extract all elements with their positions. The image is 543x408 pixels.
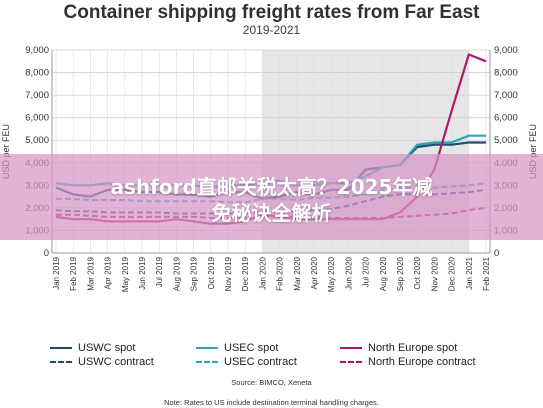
x-tick-label: Apr 2020 [310,256,319,289]
legend-item-usec-spot: USEC spot [196,342,278,354]
x-tick-label: Jun 2020 [344,256,353,289]
y-tick-label-right: 7,000 [494,90,518,101]
x-tick-label: Dec 2020 [448,256,457,291]
legend-label-north-europe-contract: North Europe contract [368,356,476,368]
legend-swatch-uswc-spot [50,347,72,349]
x-tick-label: Dec 2019 [241,256,250,291]
legend-label-uswc-contract: USWC contract [78,356,154,368]
x-tick-label: Apr 2019 [104,256,113,289]
y-tick-label-left: 8,000 [25,68,49,79]
y-axis-label-right: USD per FEU [528,124,538,179]
x-tick-label: Sep 2019 [190,256,199,291]
x-tick-label: Aug 2020 [379,256,388,291]
x-tick-label: Jul 2019 [155,256,164,287]
y-tick-label-right: 9,000 [494,45,518,56]
x-tick-label: Sep 2020 [396,256,405,291]
x-tick-label: Jul 2020 [362,256,371,287]
y-tick-label-right: 5,000 [494,135,518,146]
x-tick-label: Jun 2019 [138,256,147,289]
y-tick-label-right: 0 [494,248,499,259]
x-tick-label: Aug 2019 [172,256,181,291]
chart-legend: USWC spot USEC spot North Europe spot US… [0,342,543,372]
x-tick-label: May 2020 [327,256,336,292]
y-tick-label-right: 6,000 [494,113,518,124]
y-tick-label-left: 5,000 [25,135,49,146]
x-tick-label: May 2019 [121,256,130,292]
x-tick-label: Oct 2019 [207,256,216,289]
x-tick-label: Nov 2020 [430,256,439,291]
y-tick-label-left: 0 [44,248,49,259]
y-axis-label-left: USD per FEU [1,124,11,179]
x-tick-label: Mar 2020 [293,256,302,290]
legend-label-usec-contract: USEC contract [224,356,297,368]
promo-banner-overlay [0,154,543,240]
legend-swatch-uswc-contract [50,361,72,363]
legend-item-usec-contract: USEC contract [196,356,297,368]
y-tick-label-right: 8,000 [494,68,518,79]
chart-source: Source: BIMCO, Xeneta [231,378,312,387]
legend-item-uswc-contract: USWC contract [50,356,154,368]
legend-item-north-europe-spot: North Europe spot [340,342,457,354]
legend-label-uswc-spot: USWC spot [78,342,136,354]
chart-note: Note: Rates to US include destination te… [164,398,379,407]
chart-title: Container shipping freight rates from Fa… [63,2,480,23]
promo-banner-line-1: ashford直邮关税太高？2025年减 [110,175,433,199]
x-tick-label: Nov 2019 [224,256,233,291]
x-tick-label: Oct 2020 [413,256,422,289]
legend-swatch-usec-spot [196,347,218,349]
y-tick-label-left: 9,000 [25,45,49,56]
legend-label-north-europe-spot: North Europe spot [368,342,458,354]
legend-item-north-europe-contract: North Europe contract [340,356,476,368]
chart-subtitle: 2019-2021 [242,23,301,37]
promo-banner-text: ashford直邮关税太高？2025年减 免秘诀全解析 [0,174,543,226]
legend-item-uswc-spot: USWC spot [50,342,135,354]
x-tick-label: Feb 2019 [69,256,78,290]
legend-swatch-usec-contract [196,361,218,363]
y-tick-label-left: 7,000 [25,90,49,101]
x-tick-label: Feb 2020 [276,256,285,290]
promo-banner-line-2: 免秘诀全解析 [211,201,332,225]
x-tick-label: Jan 2020 [258,256,267,289]
legend-label-usec-spot: USEC spot [224,342,279,354]
x-tick-label: Feb 2021 [482,256,491,290]
legend-swatch-north-europe-spot [340,347,362,349]
legend-swatch-north-europe-contract [340,361,362,363]
y-tick-label-left: 6,000 [25,113,49,124]
x-tick-label: Jan 2021 [465,256,474,289]
x-tick-label: Mar 2019 [86,256,95,290]
x-tick-label: Jan 2019 [52,256,61,289]
